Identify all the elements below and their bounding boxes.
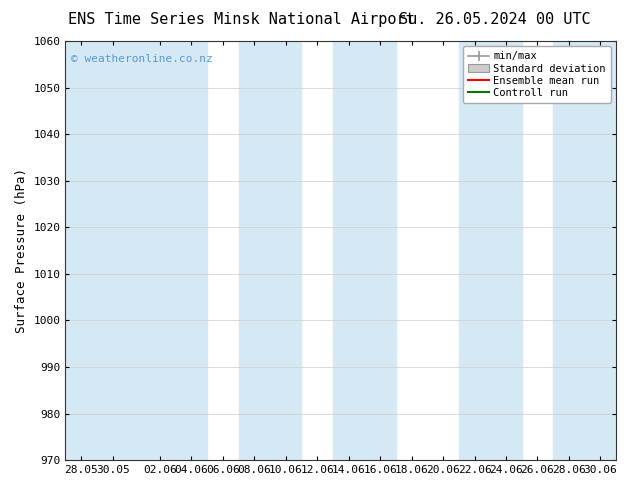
Bar bbox=[553, 41, 616, 460]
Bar bbox=[136, 41, 207, 460]
Text: © weatheronline.co.nz: © weatheronline.co.nz bbox=[71, 53, 212, 64]
Bar bbox=[65, 41, 136, 460]
Text: Su. 26.05.2024 00 UTC: Su. 26.05.2024 00 UTC bbox=[399, 12, 590, 27]
Bar bbox=[333, 41, 396, 460]
Text: ENS Time Series Minsk National Airport: ENS Time Series Minsk National Airport bbox=[68, 12, 414, 27]
Bar bbox=[238, 41, 301, 460]
Legend: min/max, Standard deviation, Ensemble mean run, Controll run: min/max, Standard deviation, Ensemble me… bbox=[463, 46, 611, 103]
Y-axis label: Surface Pressure (hPa): Surface Pressure (hPa) bbox=[15, 168, 28, 333]
Bar bbox=[459, 41, 522, 460]
